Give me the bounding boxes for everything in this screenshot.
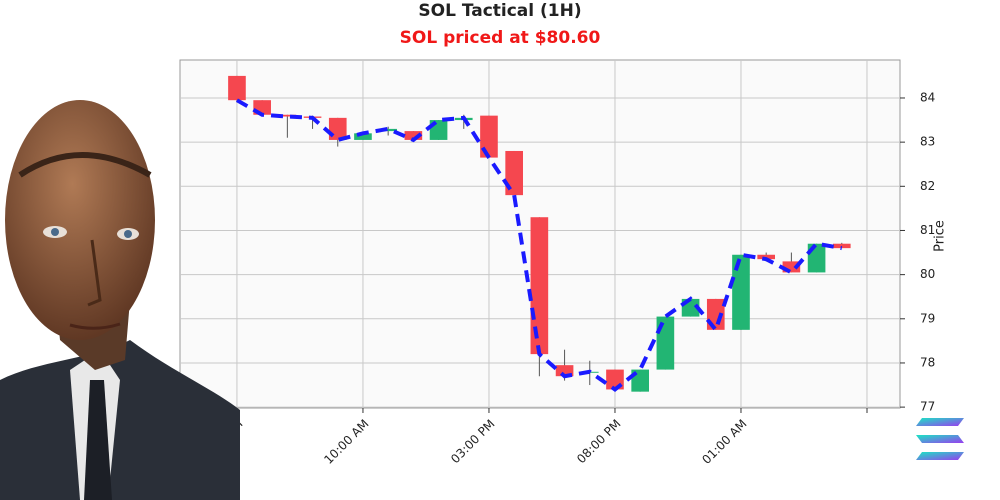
candle-body: [530, 217, 549, 355]
y-tick-label: 79: [920, 311, 935, 325]
candle-body: [656, 316, 675, 370]
chart-subtitle: SOL priced at $80.60: [400, 28, 601, 48]
y-tick-label: 81: [920, 223, 935, 237]
candle-body: [555, 365, 574, 377]
candle-body: [757, 254, 776, 260]
candle-body: [379, 128, 397, 132]
candle-body: [732, 254, 750, 330]
y-tick-label: 78: [920, 355, 935, 369]
y-axis-label: Price: [933, 220, 948, 252]
y-tick-label: 77: [920, 400, 935, 414]
y-tick-label: 80: [920, 267, 935, 281]
candle-body: [505, 150, 523, 196]
candle-body: [278, 114, 297, 117]
candle-body: [354, 133, 372, 140]
portrait: [0, 100, 240, 500]
y-tick-label: 82: [920, 179, 935, 193]
x-tick-label: 03:00 PM: [448, 417, 497, 466]
candle-body: [228, 75, 246, 101]
x-tick-label: 10:00 AM: [321, 417, 371, 467]
candle-body: [832, 243, 851, 249]
y-tick-label: 83: [920, 135, 935, 149]
x-tick-label: 08:00 PM: [574, 417, 623, 466]
candle-body: [404, 131, 423, 140]
x-tick-label: 01:00 AM: [699, 417, 749, 467]
y-tick-label: 84: [920, 90, 935, 104]
price-line: [235, 98, 843, 392]
chart-title: SOL Tactical (1H): [418, 1, 581, 21]
solana-logo: [916, 418, 964, 460]
candle-body: [782, 261, 801, 273]
